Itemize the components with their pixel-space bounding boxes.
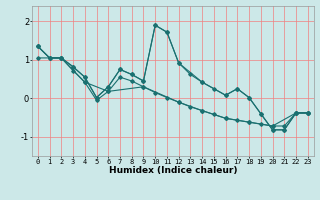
X-axis label: Humidex (Indice chaleur): Humidex (Indice chaleur) [108, 166, 237, 175]
